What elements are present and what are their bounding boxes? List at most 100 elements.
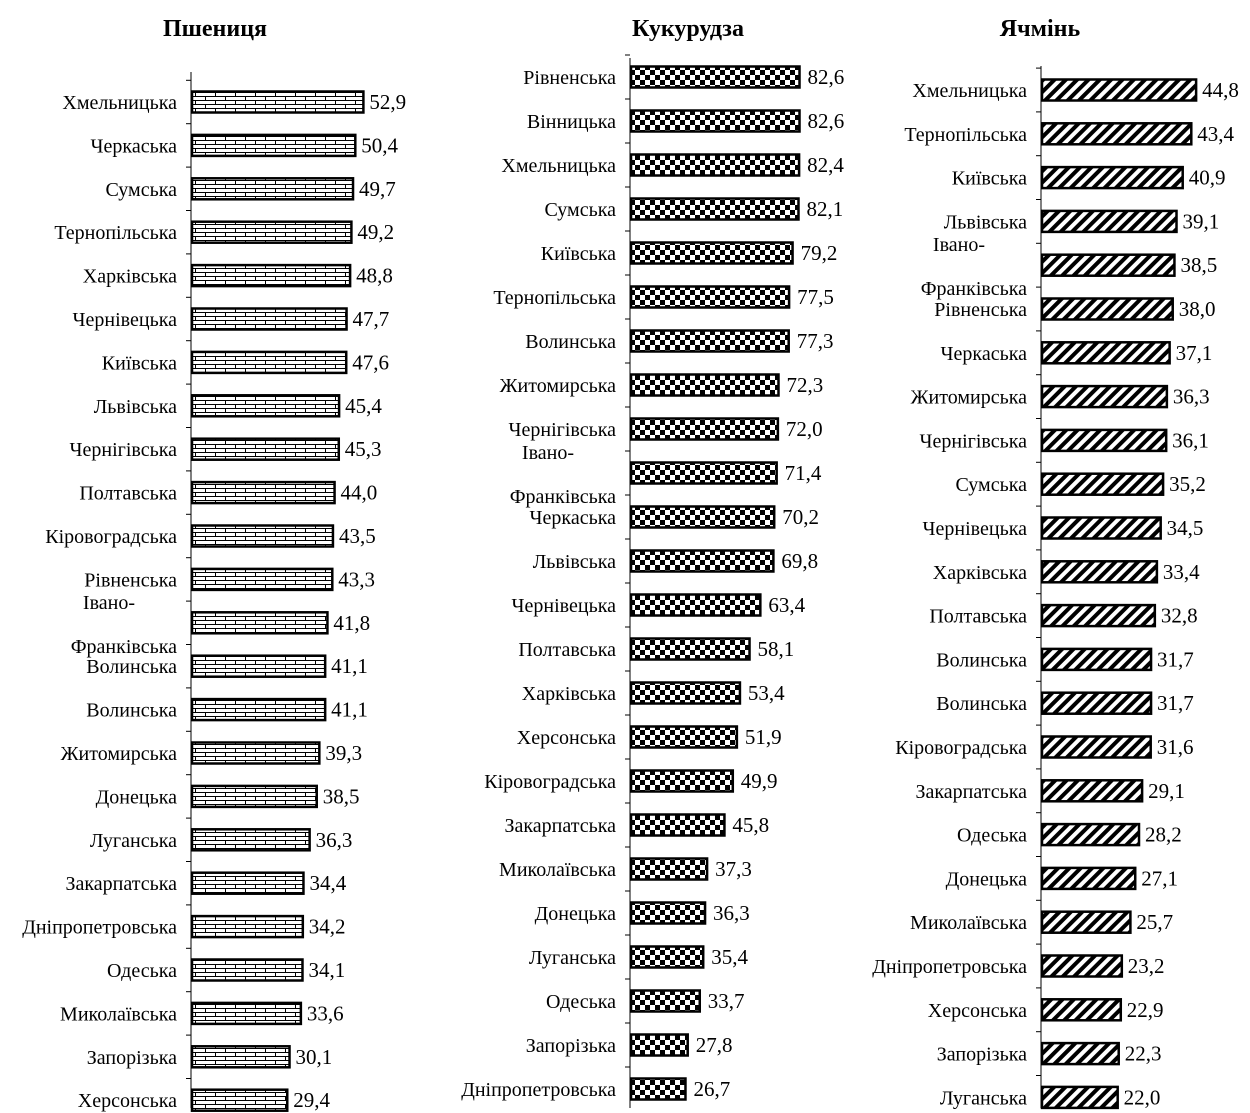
- wheat-bar: [190, 133, 357, 158]
- wheat-bar: [190, 741, 321, 765]
- wheat-bar: [190, 914, 305, 939]
- wheat-bar: [190, 220, 353, 244]
- barley-category-label: Одеська: [957, 825, 1027, 847]
- corn-category-label: Кіровоградська: [484, 771, 616, 793]
- wheat-category-label: Івано-Франківська: [71, 592, 177, 658]
- wheat-bar: [190, 437, 341, 461]
- corn-value-label: 36,3: [713, 901, 750, 925]
- corn-bar: [629, 461, 778, 485]
- barley-category-label: Донецька: [946, 868, 1027, 890]
- barley-value-label: 25,7: [1136, 910, 1173, 934]
- wheat-category-label: Рівненська: [84, 569, 177, 591]
- corn-value-label: 72,0: [786, 417, 823, 441]
- wheat-value-label: 44,0: [341, 481, 378, 505]
- barley-bar: [1040, 735, 1152, 759]
- wheat-value-label: 41,8: [333, 611, 370, 635]
- barley-category-label: Чернігівська: [919, 430, 1027, 452]
- wheat-category-label: Хмельницька: [62, 92, 177, 114]
- corn-value-label: 26,7: [693, 1077, 730, 1101]
- corn-category-label: Тернопільська: [493, 287, 616, 309]
- barley-value-label: 37,1: [1176, 341, 1213, 365]
- corn-category-label: Львівська: [533, 551, 616, 573]
- wheat-bar: [190, 784, 318, 809]
- barley-bar: [1040, 428, 1168, 453]
- wheat-category-label: Запорізька: [87, 1047, 177, 1069]
- corn-panel: Кукурудза 82,6 Рівненська 82,6 Вінницька 82,4…: [461, 16, 844, 1108]
- corn-value-label: 53,4: [748, 681, 785, 705]
- wheat-bar: [190, 828, 311, 852]
- wheat-category-label: Черкаська: [91, 135, 178, 157]
- corn-category-label: Херсонська: [517, 727, 616, 749]
- wheat-category-label: Житомирська: [61, 743, 177, 765]
- barley-value-label: 29,1: [1148, 779, 1185, 803]
- barley-value-label: 43,4: [1197, 122, 1234, 146]
- barley-bar: [1040, 516, 1162, 540]
- barley-bar: [1040, 297, 1174, 321]
- barley-value-label: 34,5: [1167, 516, 1204, 540]
- barley-category-label: Полтавська: [929, 606, 1027, 628]
- corn-category-label: Хмельницька: [501, 155, 616, 177]
- corn-bar: [629, 989, 701, 1013]
- wheat-bar: [190, 263, 352, 288]
- barley-bar: [1040, 779, 1144, 803]
- corn-value-label: 49,9: [741, 769, 778, 793]
- barley-value-label: 32,8: [1161, 604, 1198, 628]
- wheat-value-label: 49,7: [359, 177, 396, 201]
- wheat-value-label: 50,4: [361, 133, 398, 157]
- wheat-value-label: 52,9: [369, 90, 406, 114]
- corn-bar: [629, 373, 780, 397]
- corn-category-label: Київська: [541, 243, 616, 265]
- corn-category-label: Сумська: [544, 199, 616, 221]
- barley-value-label: 38,0: [1179, 297, 1216, 321]
- barley-category-label: Харківська: [933, 562, 1027, 584]
- corn-bar: [629, 153, 801, 177]
- barley-value-label: 22,3: [1125, 1042, 1162, 1066]
- corn-bar: [629, 1033, 689, 1057]
- wheat-category-label: Львівська: [94, 396, 177, 418]
- corn-category-label: Полтавська: [518, 639, 616, 661]
- wheat-category-label: Дніпропетровська: [22, 917, 177, 939]
- corn-value-label: 33,7: [708, 989, 745, 1013]
- wheat-bar: [190, 958, 304, 982]
- wheat-value-label: 47,7: [353, 307, 390, 331]
- corn-category-label: Вінницька: [527, 111, 616, 133]
- wheat-category-label: Київська: [102, 352, 177, 374]
- corn-category-label: Закарпатська: [504, 815, 616, 837]
- wheat-title: Пшениця: [163, 16, 267, 42]
- wheat-bar: [190, 654, 327, 678]
- corn-category-label: Чернівецька: [512, 595, 617, 617]
- barley-bar: [1040, 341, 1171, 365]
- corn-bar: [629, 109, 801, 133]
- corn-category-label: Запорізька: [526, 1035, 616, 1057]
- wheat-value-label: 47,6: [352, 350, 389, 374]
- wheat-category-label: Полтавська: [79, 483, 177, 505]
- corn-category-label: Харківська: [522, 683, 616, 705]
- wheat-category-label: Волинська: [86, 700, 177, 722]
- corn-value-label: 35,4: [711, 945, 748, 969]
- wheat-category-label: Тернопільська: [54, 222, 177, 244]
- corn-category-label: Дніпропетровська: [461, 1079, 616, 1101]
- wheat-bar: [190, 871, 305, 895]
- barley-bar: [1040, 472, 1165, 496]
- wheat-value-label: 30,1: [296, 1045, 333, 1069]
- barley-bar: [1040, 209, 1178, 234]
- barley-category-label: Закарпатська: [915, 781, 1027, 803]
- corn-value-label: 82,6: [808, 109, 845, 133]
- barley-bar: [1040, 253, 1176, 277]
- wheat-category-label: Харківська: [83, 266, 177, 288]
- barley-bar: [1040, 954, 1124, 978]
- barley-value-label: 22,0: [1124, 1085, 1161, 1109]
- wheat-value-label: 34,4: [309, 871, 346, 895]
- corn-bar: [629, 197, 800, 221]
- corn-bar: [629, 857, 709, 881]
- barley-value-label: 31,7: [1157, 647, 1194, 671]
- wheat-category-label: Волинська: [86, 656, 177, 678]
- barley-category-label: Тернопільська: [904, 124, 1027, 146]
- corn-value-label: 51,9: [745, 725, 782, 749]
- barley-value-label: 38,5: [1180, 253, 1217, 277]
- barley-category-label: Чернівецька: [923, 518, 1028, 540]
- barley-value-label: 28,2: [1145, 823, 1182, 847]
- wheat-bar: [190, 177, 355, 201]
- barley-category-label: Хмельницька: [912, 80, 1027, 102]
